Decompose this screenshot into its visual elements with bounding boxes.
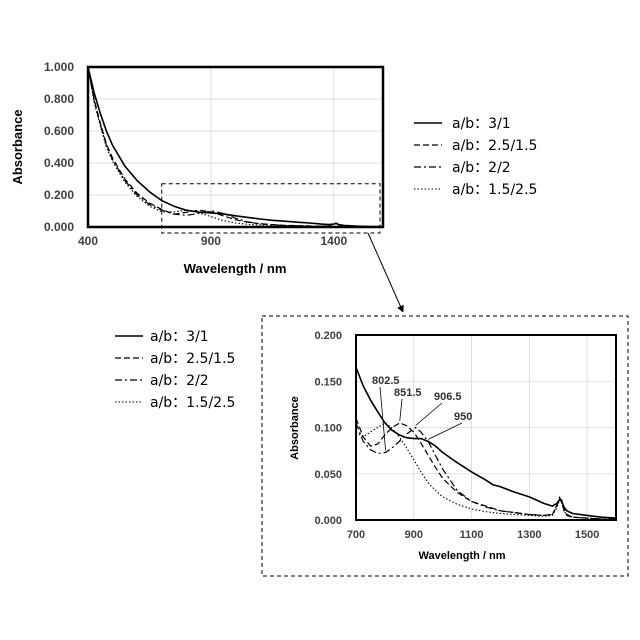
y-tick-label: 0.600 bbox=[44, 124, 74, 138]
overview-y-tick-labels: 0.000 0.200 0.400 0.600 0.800 1.000 bbox=[44, 60, 74, 234]
zoom-x-axis-title: Wavelength / nm bbox=[419, 550, 506, 562]
y-tick-label: 0.100 bbox=[314, 423, 342, 435]
zoom-panel-frame bbox=[262, 316, 628, 576]
zoom-arrow bbox=[368, 233, 403, 312]
legend-label: a/b：2.5/1.5 bbox=[150, 351, 235, 367]
overview-x-axis-title: Wavelength / nm bbox=[184, 261, 287, 276]
zoom-legend: a/b：3/1 a/b：2.5/1.5 a/b：2/2 a/b：1.5/2.5 bbox=[115, 329, 235, 411]
legend-label: a/b：2/2 bbox=[452, 160, 511, 176]
y-tick-label: 0.050 bbox=[314, 469, 342, 481]
overview-legend: a/b：3/1 a/b：2.5/1.5 a/b：2/2 a/b：1.5/2.5 bbox=[414, 116, 537, 198]
x-tick-label: 900 bbox=[201, 234, 221, 248]
y-tick-label: 0.200 bbox=[314, 330, 342, 342]
annotation-leader bbox=[400, 399, 402, 421]
zoom-chart: 0.000 0.050 0.100 0.150 0.200 700 900 1100 1300… bbox=[115, 316, 628, 576]
zoom-gridlines bbox=[356, 335, 616, 520]
legend-label: a/b：1.5/2.5 bbox=[150, 395, 235, 411]
x-tick-label: 1300 bbox=[517, 529, 541, 541]
series-line-4 bbox=[356, 423, 616, 519]
y-tick-label: 0.200 bbox=[44, 188, 74, 202]
zoom-y-tick-labels: 0.000 0.050 0.100 0.150 0.200 bbox=[314, 330, 342, 527]
series-line-2 bbox=[88, 67, 383, 227]
y-tick-label: 0.400 bbox=[44, 156, 74, 170]
x-tick-label: 400 bbox=[78, 234, 98, 248]
legend-label: a/b：3/1 bbox=[452, 116, 511, 132]
y-tick-label: 0.000 bbox=[314, 515, 342, 527]
y-tick-label: 0.150 bbox=[314, 376, 342, 388]
x-tick-label: 1100 bbox=[460, 529, 484, 541]
legend-label: a/b：2/2 bbox=[150, 373, 209, 389]
x-tick-label: 1500 bbox=[575, 529, 599, 541]
overview-x-tick-labels: 400 900 1400 bbox=[78, 234, 348, 248]
overview-plot-frame bbox=[88, 67, 383, 227]
overview-series-layer bbox=[88, 67, 383, 227]
series-line-2 bbox=[356, 418, 616, 519]
x-tick-label: 900 bbox=[405, 529, 423, 541]
overview-chart: 0.000 0.200 0.400 0.600 0.800 1.000 400 900 140… bbox=[10, 60, 537, 312]
peak-label: 851.5 bbox=[394, 387, 422, 399]
legend-label: a/b：3/1 bbox=[150, 329, 209, 345]
y-tick-label: 0.000 bbox=[44, 220, 74, 234]
y-tick-label: 1.000 bbox=[44, 60, 74, 74]
series-line-3 bbox=[356, 423, 616, 519]
series-line-3 bbox=[88, 67, 383, 227]
peak-label: 950 bbox=[454, 411, 472, 423]
x-tick-label: 700 bbox=[347, 529, 365, 541]
annotation-leader bbox=[428, 423, 462, 439]
overview-y-axis-title: Absorbance bbox=[10, 109, 25, 184]
zoom-x-tick-labels: 700 900 1100 1300 1500 bbox=[347, 529, 600, 541]
y-tick-label: 0.800 bbox=[44, 92, 74, 106]
overview-gridlines bbox=[88, 67, 383, 227]
legend-label: a/b：1.5/2.5 bbox=[452, 182, 537, 198]
series-line-4 bbox=[88, 67, 383, 227]
series-line-1 bbox=[88, 67, 383, 227]
annotation-leader bbox=[380, 387, 386, 450]
annotation-leader bbox=[416, 403, 442, 426]
peak-label: 802.5 bbox=[372, 375, 400, 387]
zoom-y-axis-title: Absorbance bbox=[289, 396, 301, 460]
legend-label: a/b：2.5/1.5 bbox=[452, 138, 537, 154]
x-tick-label: 1400 bbox=[320, 234, 347, 248]
peak-label: 906.5 bbox=[434, 391, 462, 403]
